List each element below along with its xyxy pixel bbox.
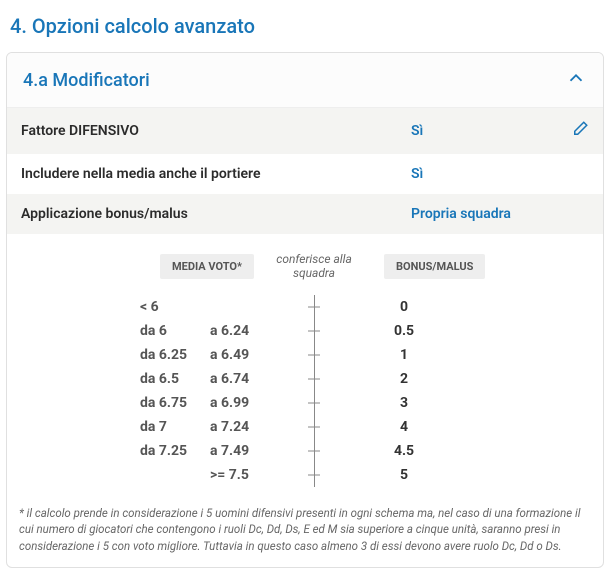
section-title: 4. Opzioni calcolo avanzato [0, 0, 610, 52]
setting-row-fattore-difensivo: Fattore DIFENSIVO Sì [7, 108, 603, 154]
bonus-value: 2 [384, 371, 424, 387]
setting-label: Includere nella media anche il portiere [21, 166, 411, 182]
bonus-table: MEDIA VOTO* conferisce allasquadra BONUS… [7, 234, 603, 495]
bonus-value: 4 [384, 419, 424, 435]
pencil-icon[interactable] [571, 120, 589, 142]
setting-row-includere-portiere: Includere nella media anche il portiere … [7, 154, 603, 194]
scale-tick [308, 474, 320, 475]
chevron-up-icon [565, 67, 587, 93]
range-from: da 7 [140, 419, 194, 435]
range-from: da 6.25 [140, 347, 194, 363]
range-to: a 7.24 [210, 419, 254, 435]
range-from: da 6 [140, 323, 194, 339]
scale-tick [308, 426, 320, 427]
setting-label: Fattore DIFENSIVO [21, 123, 411, 139]
setting-value: Sì [411, 123, 565, 139]
range-from: < 6 [140, 299, 194, 315]
scale-tick [308, 402, 320, 403]
bonus-value: 1 [384, 347, 424, 363]
bonus-value: 0 [384, 299, 424, 315]
range-from: da 7.25 [140, 443, 194, 459]
table-row: da 7.25 a 7.49 4.5 [19, 439, 591, 463]
range-to: >= 7.5 [210, 467, 254, 483]
scale-tick [308, 330, 320, 331]
footnote: * il calcolo prende in considerazione i … [7, 495, 603, 567]
table-row: < 6 0 [19, 295, 591, 319]
header-conferisce: conferisce allasquadra [276, 252, 352, 281]
setting-value: Sì [411, 166, 565, 182]
bonus-value: 0.5 [384, 323, 424, 339]
range-from: da 6.5 [140, 371, 194, 387]
table-row: da 6.5 a 6.74 2 [19, 367, 591, 391]
range-to [210, 299, 254, 315]
range-to: a 6.49 [210, 347, 254, 363]
bonus-value: 3 [384, 395, 424, 411]
table-header: MEDIA VOTO* conferisce allasquadra BONUS… [19, 252, 591, 281]
range-to: a 6.99 [210, 395, 254, 411]
scale-tick [308, 378, 320, 379]
table-row: da 6.75 a 6.99 3 [19, 391, 591, 415]
range-to: a 6.74 [210, 371, 254, 387]
range-from: da 6.75 [140, 395, 194, 411]
table-row: da 6.25 a 6.49 1 [19, 343, 591, 367]
setting-label: Applicazione bonus/malus [21, 206, 411, 222]
bonus-value: 4.5 [384, 443, 424, 459]
panel-header[interactable]: 4.a Modificatori [7, 53, 603, 108]
scale-tick [308, 450, 320, 451]
range-from [140, 467, 194, 483]
header-bonus-malus: BONUS/MALUS [384, 254, 485, 279]
header-media-voto: MEDIA VOTO* [160, 254, 254, 279]
scale-tick [308, 354, 320, 355]
bonus-value: 5 [384, 467, 424, 483]
panel-title: 4.a Modificatori [23, 70, 150, 91]
table-row: da 7 a 7.24 4 [19, 415, 591, 439]
setting-row-applicazione-bonus: Applicazione bonus/malus Propria squadra [7, 194, 603, 234]
setting-value: Propria squadra [411, 206, 565, 222]
range-to: a 7.49 [210, 443, 254, 459]
panel-modificatori: 4.a Modificatori Fattore DIFENSIVO Sì In… [6, 52, 604, 568]
table-row: da 6 a 6.24 0.5 [19, 319, 591, 343]
range-to: a 6.24 [210, 323, 254, 339]
table-row: >= 7.5 5 [19, 463, 591, 487]
scale-tick [308, 306, 320, 307]
